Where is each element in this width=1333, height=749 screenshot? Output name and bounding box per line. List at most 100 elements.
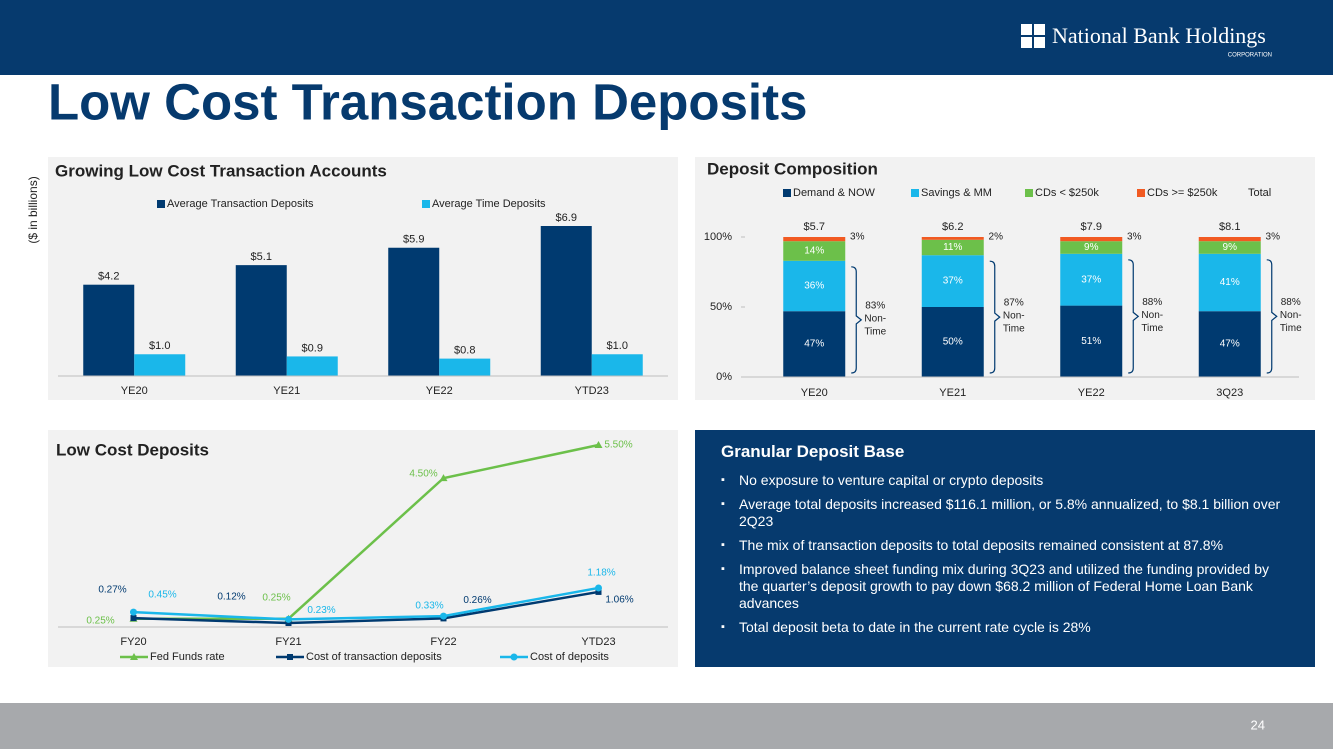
legend-swatch (422, 200, 430, 208)
bar (134, 354, 186, 376)
x-tick-label: 3Q23 (1216, 387, 1243, 399)
legend-label: Cost of deposits (530, 651, 609, 663)
bar (591, 354, 643, 376)
chart-title: Growing Low Cost Transaction Accounts (55, 161, 387, 180)
data-label: 1.18% (587, 568, 615, 579)
data-label: 37% (943, 276, 963, 287)
x-tick-label: YTD23 (575, 385, 609, 397)
x-tick-label: YE21 (939, 387, 966, 399)
logo-subtext: CORPORATION (1228, 53, 1272, 59)
marker (285, 620, 292, 627)
total-label: $6.2 (942, 221, 963, 233)
legend-swatch (1025, 189, 1033, 197)
legend-label: Average Transaction Deposits (167, 198, 314, 210)
bar-segment (783, 237, 846, 242)
data-label: 0.25% (86, 615, 114, 626)
data-label: 3% (1127, 232, 1142, 243)
data-label: $5.1 (251, 251, 272, 263)
bar-segment (783, 241, 846, 261)
bar-segment (1060, 241, 1123, 254)
data-label: 0.26% (463, 595, 491, 606)
legend-marker (130, 653, 138, 660)
annotation-text: Non- (1003, 311, 1025, 322)
legend-swatch (1137, 189, 1145, 197)
annotation-value: 88% (1281, 297, 1301, 308)
marker (594, 441, 603, 448)
bar-segment (1060, 305, 1123, 377)
data-label: 0.45% (148, 590, 176, 601)
bar (83, 284, 135, 376)
data-label: 9% (1223, 242, 1238, 253)
annotation-text: Time (864, 327, 886, 338)
data-label: 47% (804, 339, 824, 350)
legend-label: Cost of transaction deposits (306, 651, 442, 663)
bullet: Total deposit beta to date in the curren… (721, 619, 1289, 636)
x-tick-label: YE22 (426, 385, 453, 397)
bar-segment (783, 260, 846, 312)
data-label: 11% (943, 242, 962, 253)
legend-label: CDs >= $250k (1147, 187, 1218, 199)
data-label: 0.33% (415, 601, 443, 612)
legend-label: Fed Funds rate (150, 651, 225, 663)
total-label: $7.9 (1081, 221, 1102, 233)
x-tick-label: YE20 (121, 385, 148, 397)
bullet-list: No exposure to venture capital or crypto… (721, 472, 1289, 636)
data-label: 41% (1220, 277, 1240, 288)
data-label: 5.50% (604, 440, 632, 451)
data-label: 50% (943, 337, 963, 348)
bar-segment (1060, 253, 1123, 306)
data-label: 0.12% (217, 592, 245, 603)
data-label: $1.0 (149, 340, 170, 352)
legend-label: Average Time Deposits (432, 198, 546, 210)
legend-swatch (157, 200, 165, 208)
bar (439, 358, 491, 376)
panel (48, 430, 678, 667)
bullet: The mix of transaction deposits to total… (721, 537, 1289, 554)
brace (1128, 259, 1140, 374)
page-number: 24 (1251, 717, 1265, 732)
bar-segment (1198, 237, 1261, 242)
marker (439, 474, 448, 482)
annotation-text: Non- (1280, 310, 1302, 321)
legend-swatch (783, 189, 791, 197)
bar-segment (1060, 237, 1123, 242)
marker (285, 615, 292, 623)
x-tick-label: YTD23 (581, 636, 615, 648)
bar (286, 356, 338, 376)
marker (440, 612, 447, 620)
brace (851, 266, 863, 374)
legend-label: Savings & MM (921, 187, 992, 199)
marker (130, 615, 137, 622)
annotation-text: Time (1141, 323, 1163, 334)
data-label: 2% (989, 232, 1004, 243)
data-label: 37% (1081, 274, 1101, 285)
legend-marker (510, 653, 518, 661)
bar-segment (1198, 241, 1261, 254)
logo-text: National Bank Holdings (1052, 23, 1266, 48)
bar-segment (921, 237, 984, 240)
bar-segment (783, 311, 846, 377)
footer-bar (0, 703, 1333, 749)
data-label: 9% (1084, 242, 1099, 253)
marker (130, 608, 137, 616)
data-label: $1.0 (607, 340, 628, 352)
marker (595, 588, 602, 595)
header-bar (0, 0, 1333, 75)
data-label: 1.06% (605, 595, 633, 606)
chart-title: Deposit Composition (707, 159, 878, 178)
data-label: 51% (1081, 336, 1101, 347)
text-box: Granular Deposit Base No exposure to ven… (695, 430, 1315, 667)
annotation-value: 88% (1142, 297, 1162, 308)
brace (989, 260, 1001, 374)
annotation-text: Time (1280, 323, 1302, 334)
bar-segment (921, 307, 984, 377)
annotation-text: Time (1003, 324, 1025, 335)
bar (540, 226, 592, 376)
bar (388, 247, 440, 376)
x-tick-label: YE20 (801, 387, 828, 399)
legend-label: CDs < $250k (1035, 187, 1099, 199)
bar-segment (921, 255, 984, 307)
x-tick-label: YE21 (273, 385, 300, 397)
